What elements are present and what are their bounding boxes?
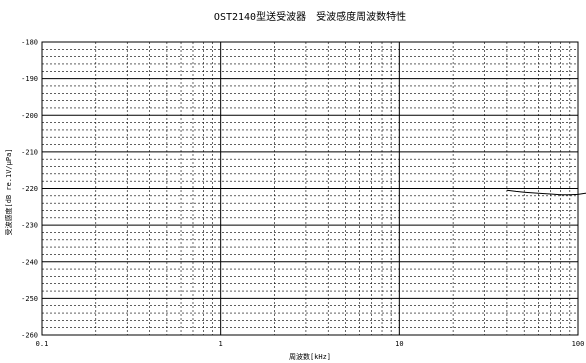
y-tick-label: -190 — [21, 75, 38, 83]
x-tick-label: 0.1 — [36, 340, 49, 348]
y-tick-label: -220 — [21, 185, 38, 193]
chart-title: OST2140型送受波器 受波感度周波数特性 — [214, 10, 406, 23]
series-line — [506, 189, 586, 196]
y-tick-label: -200 — [21, 112, 38, 120]
y-tick-labels: -180 -190 -200 -210 -220 -230 -240 -250 -260 — [21, 39, 38, 340]
y-tick-label: -260 — [21, 332, 38, 340]
y-tick-label: -240 — [21, 258, 38, 266]
x-tick-labels: 0.1 1 10 100 — [36, 340, 585, 348]
y-tick-label: -250 — [21, 295, 38, 303]
grid — [41, 41, 578, 336]
y-tick-label: -210 — [21, 148, 38, 156]
y-tick-label: -180 — [21, 39, 38, 47]
x-tick-label: 1 — [219, 340, 223, 348]
y-axis-label: 受波感度[dB re.1V/μPa] — [4, 148, 13, 235]
x-tick-label: 10 — [395, 340, 403, 348]
x-axis-label: 周波数[kHz] — [289, 352, 331, 361]
y-tick-label: -230 — [21, 222, 38, 230]
x-tick-label: 100 — [572, 340, 585, 348]
plot-frame — [41, 41, 579, 336]
